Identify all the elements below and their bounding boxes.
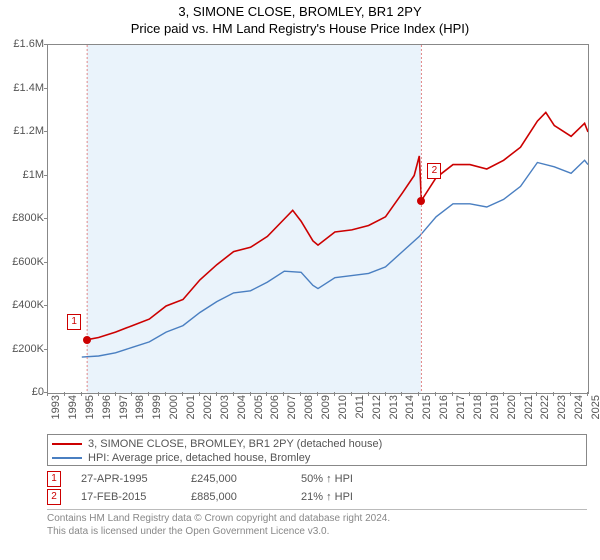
x-tick-label: 2019 (489, 395, 501, 425)
transaction-date: 27-APR-1995 (81, 473, 191, 485)
transaction-row: 2 17-FEB-2015£885,00021% ↑ HPI (47, 488, 587, 506)
x-tick-label: 1996 (101, 395, 113, 425)
x-tick-label: 2009 (320, 395, 332, 425)
transaction-price: £885,000 (191, 491, 301, 503)
x-tick-label: 2024 (573, 395, 585, 425)
footnote-line-1: Contains HM Land Registry data © Crown c… (47, 513, 390, 524)
x-tick-label: 2025 (590, 395, 600, 425)
x-tick-label: 2000 (168, 395, 180, 425)
chart-subtitle: Price paid vs. HM Land Registry's House … (0, 19, 600, 36)
y-tick-label: £600K (0, 256, 44, 268)
chart-title: 3, SIMONE CLOSE, BROMLEY, BR1 2PY (0, 0, 600, 19)
x-tick-label: 2014 (404, 395, 416, 425)
y-tick-label: £800K (0, 212, 44, 224)
x-tick-label: 2022 (539, 395, 551, 425)
x-tick-label: 2007 (286, 395, 298, 425)
x-tick-label: 1999 (151, 395, 163, 425)
marker-point (83, 336, 91, 344)
legend-label: 3, SIMONE CLOSE, BROMLEY, BR1 2PY (detac… (88, 438, 382, 450)
footnote: Contains HM Land Registry data © Crown c… (47, 512, 587, 538)
y-tick-label: £0 (0, 386, 44, 398)
x-tick-label: 2018 (472, 395, 484, 425)
y-tick-label: £1.2M (0, 125, 44, 137)
x-tick-label: 1995 (84, 395, 96, 425)
chart-container: 3, SIMONE CLOSE, BROMLEY, BR1 2PY Price … (0, 0, 600, 560)
series-hpi (82, 160, 588, 357)
transaction-delta: 21% ↑ HPI (301, 491, 411, 503)
y-tick-label: £400K (0, 299, 44, 311)
x-tick-label: 2005 (253, 395, 265, 425)
legend-item: HPI: Average price, detached house, Brom… (52, 451, 582, 465)
transaction-marker: 1 (47, 471, 61, 487)
legend: 3, SIMONE CLOSE, BROMLEY, BR1 2PY (detac… (47, 434, 587, 466)
x-tick-label: 2008 (303, 395, 315, 425)
series-property (87, 112, 588, 339)
x-tick-label: 2017 (455, 395, 467, 425)
x-tick-label: 2010 (337, 395, 349, 425)
x-tick-label: 2002 (202, 395, 214, 425)
footnote-line-2: This data is licensed under the Open Gov… (47, 526, 329, 537)
x-tick-label: 1998 (134, 395, 146, 425)
marker-point (417, 197, 425, 205)
y-tick-label: £1M (0, 169, 44, 181)
x-tick-label: 2012 (371, 395, 383, 425)
series-lines (48, 45, 588, 393)
x-tick-label: 2003 (219, 395, 231, 425)
transaction-delta: 50% ↑ HPI (301, 473, 411, 485)
marker-label: 2 (427, 163, 441, 179)
y-tick-label: £200K (0, 343, 44, 355)
x-tick-label: 1994 (67, 395, 79, 425)
transaction-date: 17-FEB-2015 (81, 491, 191, 503)
x-tick-label: 2001 (185, 395, 197, 425)
transaction-row: 1 27-APR-1995£245,00050% ↑ HPI (47, 470, 587, 488)
x-tick-label: 2011 (354, 395, 366, 425)
x-tick-label: 1993 (50, 395, 62, 425)
x-tick-label: 2015 (421, 395, 433, 425)
legend-label: HPI: Average price, detached house, Brom… (88, 452, 310, 464)
x-tick-label: 2023 (556, 395, 568, 425)
x-tick-label: 2004 (236, 395, 248, 425)
legend-swatch (52, 457, 82, 459)
y-tick-label: £1.6M (0, 38, 44, 50)
transaction-table: 1 27-APR-1995£245,00050% ↑ HPI 2 17-FEB-201… (47, 470, 587, 506)
x-tick-label: 2006 (269, 395, 281, 425)
marker-label: 1 (67, 314, 81, 330)
transaction-marker: 2 (47, 489, 61, 505)
x-tick-label: 2020 (506, 395, 518, 425)
legend-item: 3, SIMONE CLOSE, BROMLEY, BR1 2PY (detac… (52, 437, 582, 451)
x-tick-label: 2016 (438, 395, 450, 425)
transaction-price: £245,000 (191, 473, 301, 485)
plot-area: 12 (47, 44, 589, 394)
y-tick-label: £1.4M (0, 82, 44, 94)
x-tick-label: 2013 (388, 395, 400, 425)
legend-swatch (52, 443, 82, 445)
x-tick-label: 1997 (118, 395, 130, 425)
x-tick-label: 2021 (523, 395, 535, 425)
divider (47, 509, 587, 510)
